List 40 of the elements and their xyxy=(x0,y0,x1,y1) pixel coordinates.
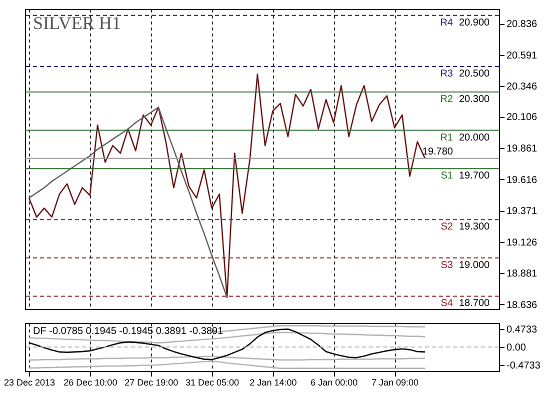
ref-line-label: S4 xyxy=(440,298,454,310)
annotation: 18.700 xyxy=(459,298,490,310)
ref-line-label: R3 xyxy=(440,68,454,80)
x-tick-label: 26 Dec 10:00 xyxy=(64,378,118,388)
x-tick-label: 23 Dec 2013 xyxy=(4,378,56,388)
y-tick-label: 19.616 xyxy=(506,174,538,186)
y-tick-label: 20.836 xyxy=(506,19,538,30)
y-tick-label: -0.4733 xyxy=(506,360,541,372)
annotation: 20.000 xyxy=(459,132,490,144)
ref-line-label: S3 xyxy=(440,260,454,271)
ref-line-label: R4 xyxy=(440,17,454,28)
ref-line-label: S1 xyxy=(440,170,454,182)
annotation: 19.300 xyxy=(459,222,490,233)
chart-title: SILVER H1 xyxy=(33,13,121,33)
annotation: 19.700 xyxy=(459,170,490,182)
y-tick-label: 0.00 xyxy=(506,342,526,354)
y-tick-label: 0.4733 xyxy=(506,324,538,336)
x-tick-label: 27 Dec 19:00 xyxy=(124,378,178,388)
y-tick-label: 20.106 xyxy=(506,112,538,124)
x-tick-label: 2 Jan 14:00 xyxy=(250,378,297,388)
y-tick-label: 18.881 xyxy=(506,268,538,280)
annotation: 19.000 xyxy=(459,260,490,271)
ref-line-label: R2 xyxy=(440,94,454,105)
annotation: 20.900 xyxy=(459,17,490,28)
y-tick-label: 18.636 xyxy=(506,300,538,311)
y-tick-label: 19.371 xyxy=(506,206,538,218)
x-tick-label: 6 Jan 00:00 xyxy=(310,378,358,388)
ref-line-label: 19.780 xyxy=(422,146,454,158)
ref-line-label: R1 xyxy=(440,132,454,144)
y-tick-label: 19.861 xyxy=(506,144,538,155)
x-tick-label: 7 Jan 09:00 xyxy=(372,378,419,388)
y-tick-label: 20.346 xyxy=(506,82,538,93)
annotation: 20.300 xyxy=(459,94,490,105)
x-tick-label: 31 Dec 05:00 xyxy=(185,378,240,388)
y-tick-label: 19.126 xyxy=(506,237,538,248)
line-series xyxy=(28,360,426,369)
chart-title: DF -0.0785 0.1945 -0.1945 0.3891 -0.3891 xyxy=(33,326,224,337)
annotation: 20.500 xyxy=(459,68,490,80)
ref-line-label: S2 xyxy=(440,222,454,233)
y-tick-label: 20.591 xyxy=(506,50,538,62)
